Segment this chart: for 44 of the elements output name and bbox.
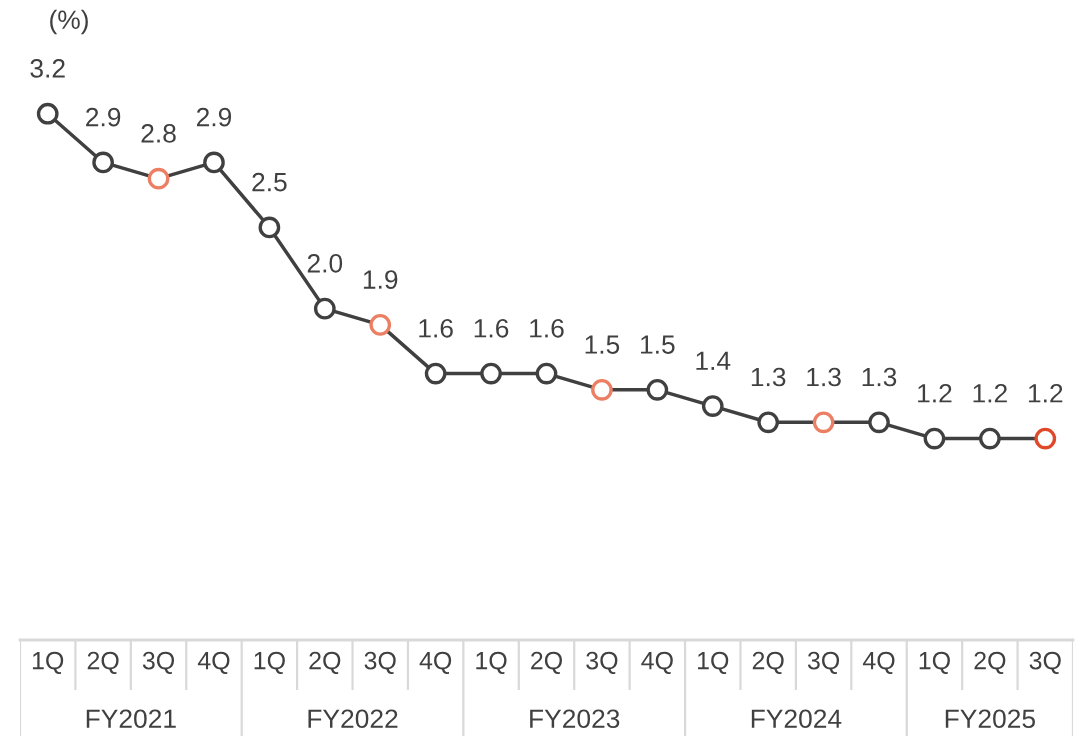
x-tick-label: 3Q	[364, 651, 396, 674]
x-tick-label: 4Q	[862, 651, 895, 674]
x-tick-label: 3Q	[142, 651, 175, 674]
x-tick-label: 2Q	[752, 651, 784, 674]
data-label: 1.6	[530, 318, 564, 338]
data-label: 1.2	[918, 383, 952, 403]
data-label: 1.9	[363, 270, 398, 289]
data-label: 1.3	[751, 367, 786, 387]
x-tick-label: 1Q	[476, 651, 507, 674]
x-tick-label: 3Q	[807, 651, 840, 674]
x-tick-label: 2Q	[309, 651, 341, 674]
text: FY2025	[945, 709, 1035, 729]
x-tick-label: 2Q	[531, 651, 562, 674]
x-tick-label: 4Q	[419, 651, 452, 674]
y-axis-title: (%)	[50, 9, 88, 35]
x-tick-label: 2Q	[974, 651, 1006, 674]
data-label: 1.3	[862, 367, 897, 387]
data-label: 2.0	[307, 253, 343, 273]
text: FY2023	[530, 709, 620, 729]
text: FY2024	[751, 709, 842, 729]
x-tick-label: 1Q	[254, 651, 285, 674]
text: FY2021	[86, 709, 176, 729]
data-label: 1.4	[696, 351, 731, 370]
data-label: 2.8	[141, 124, 176, 143]
x-tick-label: 3Q	[1029, 651, 1061, 674]
x-tick-label: 4Q	[197, 651, 230, 674]
x-tick-label: 1Q	[32, 651, 64, 674]
x-tick-label: 4Q	[641, 651, 673, 674]
data-label: 1.5	[641, 335, 675, 354]
data-label: 2.5	[252, 172, 287, 192]
data-label: 1.6	[474, 318, 509, 338]
data-label: 1.6	[419, 318, 453, 338]
x-tick-label: 1Q	[919, 651, 950, 674]
data-label: 3.2	[30, 59, 65, 78]
x-tick-label: 1Q	[698, 651, 729, 674]
data-label: 1.3	[807, 367, 841, 387]
data-label: 1.2	[973, 383, 1007, 403]
x-tick-label: 2Q	[87, 651, 119, 674]
data-label: 2.9	[196, 107, 232, 127]
data-label: 1.5	[585, 335, 620, 354]
x-tick-label: 3Q	[586, 651, 618, 674]
data-label: 1.2	[1028, 383, 1063, 403]
data-label: 2.9	[86, 107, 121, 127]
text: FY2022	[308, 709, 398, 729]
